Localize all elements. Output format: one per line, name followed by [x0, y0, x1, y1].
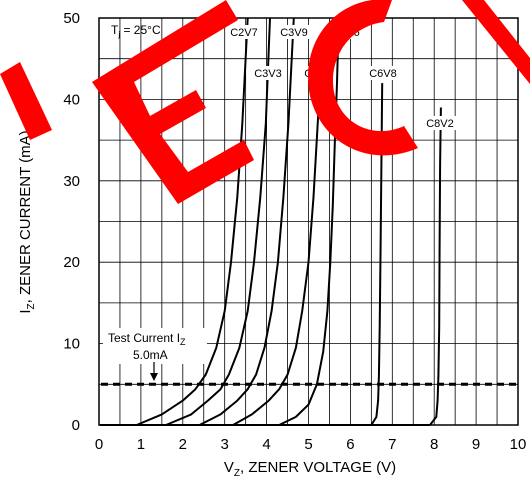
test-current-label-bg	[103, 328, 207, 364]
x-tick-label: 0	[95, 436, 103, 453]
curve-label-c3v9: C3V9	[280, 27, 308, 39]
x-tick-label: 9	[472, 436, 480, 453]
y-tick-labels: 0 10 20 30 40 50	[63, 10, 80, 434]
y-tick-label: 20	[63, 254, 80, 271]
watermark-left-stroke	[0, 62, 52, 140]
curve-c8v2	[100, 107, 442, 426]
zener-curves	[100, 17, 442, 426]
condition-label: Tj = 25°C	[111, 23, 161, 39]
curve-label-c2v7: C2V7	[230, 27, 258, 39]
red-logo-watermark	[0, 0, 530, 204]
watermark-c-shape	[308, 0, 418, 156]
curve-label-bg	[277, 25, 311, 39]
y-tick-label: 30	[63, 173, 80, 190]
test-current-arrow	[150, 362, 158, 381]
x-tick-labels: 0 1 2 3 4 5 6 7 8 9 10	[95, 436, 527, 453]
curve-label-c6v8: C6V8	[369, 68, 397, 80]
y-axis-title: IZ, ZENER CURRENT (mA)	[17, 130, 37, 313]
x-tick-label: 6	[346, 436, 354, 453]
curve-label-bg	[227, 25, 261, 39]
y-tick-label: 10	[63, 336, 80, 353]
y-tick-label: 50	[63, 10, 80, 27]
x-tick-label: 10	[510, 436, 527, 453]
x-tick-label: 3	[221, 436, 229, 453]
watermark-right-stroke	[462, 0, 530, 84]
y-tick-label: 0	[72, 417, 80, 434]
curve-label-bg	[423, 116, 457, 130]
test-current-value: 5.0mA	[133, 348, 168, 362]
x-tick-label: 8	[430, 436, 438, 453]
curve-label-bg	[366, 66, 400, 80]
curve-label-bg	[251, 66, 285, 80]
x-tick-label: 5	[304, 436, 312, 453]
x-tick-label: 1	[137, 436, 145, 453]
test-current-label: Test Current IZ	[108, 331, 186, 347]
watermark-center-shape	[92, 0, 254, 204]
y-tick-label: 40	[63, 91, 80, 108]
grid-lines	[99, 18, 518, 425]
x-tick-label: 2	[179, 436, 187, 453]
x-tick-label: 4	[262, 436, 270, 453]
x-axis-title: VZ, ZENER VOLTAGE (V)	[224, 459, 396, 479]
curve-label-c8v2: C8V2	[426, 118, 454, 130]
x-tick-label: 7	[388, 436, 396, 453]
curve-label-c3v3: C3V3	[254, 68, 282, 80]
